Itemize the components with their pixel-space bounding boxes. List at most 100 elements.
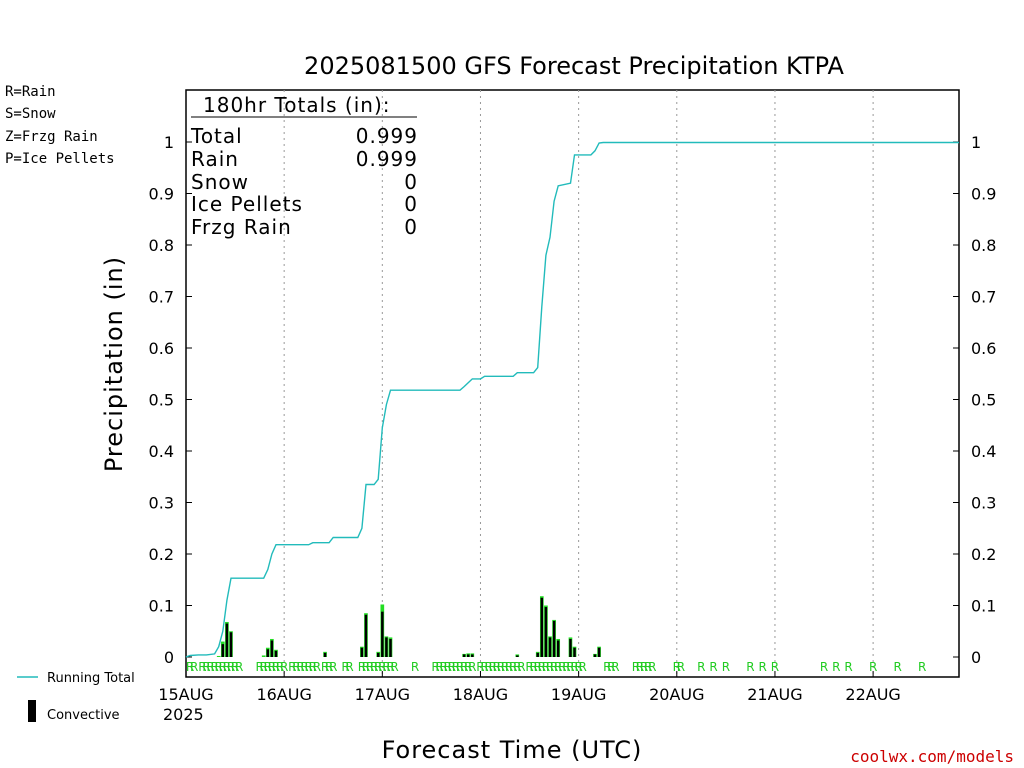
y-tick-label-left: 1: [164, 133, 174, 152]
y-tick-label-right: 0.2: [971, 545, 996, 564]
ptype-marker-rain: R: [227, 660, 235, 674]
ptype-marker-rain: R: [456, 660, 464, 674]
ptype-marker-rain: R: [480, 660, 488, 674]
convective-bar: [221, 644, 225, 657]
ptype-marker-rain: R: [844, 660, 852, 674]
convective-bar: [573, 647, 576, 657]
ptype-marker-rain: R: [709, 660, 717, 674]
ptype-marker-rain: R: [264, 660, 272, 674]
ptype-marker-rain: R: [198, 660, 206, 674]
site-credit: coolwx.com/models: [850, 747, 1014, 766]
y-tick-label-left: 0.5: [149, 391, 174, 410]
ptype-marker-rain: R: [771, 660, 779, 674]
ptype-marker-rain: R: [746, 660, 754, 674]
ptype-marker-rain: R: [260, 660, 268, 674]
ptype-marker-rain: R: [607, 660, 615, 674]
precip-bars: [216, 596, 601, 657]
y-tick-label-right: 0: [971, 648, 981, 667]
ptype-marker-rain: R: [566, 660, 574, 674]
ptype-marker-rain: R: [579, 660, 587, 674]
x-tick-label: 21AUG: [747, 685, 802, 704]
ptype-marker-rain: R: [464, 660, 472, 674]
plot-frame: [185, 89, 960, 678]
ptype-marker-rain: R: [484, 660, 492, 674]
ptype-marker-rain: R: [632, 660, 640, 674]
ptype-marker-rain: R: [517, 660, 525, 674]
y-tick-label-left: 0.8: [149, 236, 174, 255]
ptype-marker-rain: R: [223, 660, 231, 674]
ptype-marker-rain: R: [313, 660, 321, 674]
totals-label-freezing-rain: Frzg Rain: [191, 215, 292, 239]
convective-bar: [569, 638, 572, 657]
x-tick-label: 17AUG: [355, 685, 410, 704]
convective-bar: [466, 654, 470, 657]
totals-value-snow: 0: [404, 170, 418, 194]
ptype-marker-rain: R: [272, 660, 280, 674]
ptype-marker-rain: R: [497, 660, 505, 674]
ptype-marker-rain: R: [468, 660, 476, 674]
ptype-marker-rain: R: [190, 660, 198, 674]
ptype-marker-rain: R: [231, 660, 239, 674]
y-tick-label-right: 0.9: [971, 185, 996, 204]
legend-running-total: Running Total: [47, 671, 135, 686]
convective-bar: [552, 620, 556, 657]
ptype-marker-rain: R: [329, 660, 337, 674]
convective-bar: [556, 640, 560, 657]
y-tick-label-left: 0.2: [149, 545, 174, 564]
ptype-marker-rain: R: [206, 660, 214, 674]
precip-type-legend: R=Rain S=Snow Z=Frzg Rain P=Ice Pellets: [5, 84, 115, 167]
ptype-marker-rain: R: [439, 660, 447, 674]
ptype-marker-rain: R: [325, 660, 333, 674]
convective-bar: [364, 614, 368, 657]
ptype-marker-rain: R: [513, 660, 521, 674]
y-axis-title: Precipitation (in): [100, 256, 128, 472]
legend-freezing-rain: Z=Frzg Rain: [5, 129, 98, 145]
ptype-marker-rain: R: [636, 660, 644, 674]
totals-value-total: 0.999: [356, 124, 418, 148]
convective-bar: [385, 637, 388, 657]
ptype-marker-rain: R: [448, 660, 456, 674]
ptype-marker-rain: R: [542, 660, 550, 674]
ptype-marker-rain: R: [341, 660, 349, 674]
x-tick-label: 22AUG: [845, 685, 900, 704]
totals-value-freezing-rain: 0: [404, 215, 418, 239]
ptype-marker-rain: R: [305, 660, 313, 674]
convective-bar: [270, 640, 274, 657]
ptype-marker-rain: R: [570, 660, 578, 674]
x-tick-label: 18AUG: [453, 685, 508, 704]
convective-bar: [462, 654, 466, 657]
ptype-marker-rain: R: [186, 660, 194, 674]
convective-bar: [544, 607, 548, 657]
ptype-marker-rain: R: [435, 660, 443, 674]
total-precip-bar: [216, 655, 221, 657]
ptype-marker-rain: R: [362, 660, 370, 674]
ptype-marker-rain: R: [300, 660, 308, 674]
ptype-marker-rain: R: [382, 660, 390, 674]
totals-value-rain: 0.999: [356, 147, 418, 171]
ptype-marker-rain: R: [832, 660, 840, 674]
series-legend: Running Total Convective: [17, 671, 135, 723]
totals-box: 180hr Totals (in): Total 0.999 Rain 0.99…: [190, 93, 418, 239]
ptype-marker-rain: R: [558, 660, 566, 674]
convective-bar: [360, 647, 364, 657]
ptype-marker-rain: R: [534, 660, 542, 674]
ptype-marker-rain: R: [673, 660, 681, 674]
totals-label-total: Total: [190, 124, 243, 148]
y-tick-label-right: 0.1: [971, 597, 996, 616]
totals-value-ice-pellets: 0: [404, 192, 418, 216]
ptype-marker-rain: R: [280, 660, 288, 674]
ptype-marker-rain: R: [505, 660, 513, 674]
ptype-marker-rain: R: [444, 660, 452, 674]
total-precip-bar: [261, 655, 266, 657]
y-tick-label-right: 0.5: [971, 391, 996, 410]
y-tick-label-right: 0.3: [971, 494, 996, 513]
legend-ice-pellets: P=Ice Pellets: [5, 151, 115, 167]
ptype-marker-rain: R: [869, 660, 877, 674]
ptype-marker-rain: R: [452, 660, 460, 674]
y-tick-label-left: 0.6: [149, 339, 174, 358]
ptype-marker-rain: R: [288, 660, 296, 674]
ptype-marker-rain: R: [386, 660, 394, 674]
x-gridlines: [283, 90, 874, 677]
